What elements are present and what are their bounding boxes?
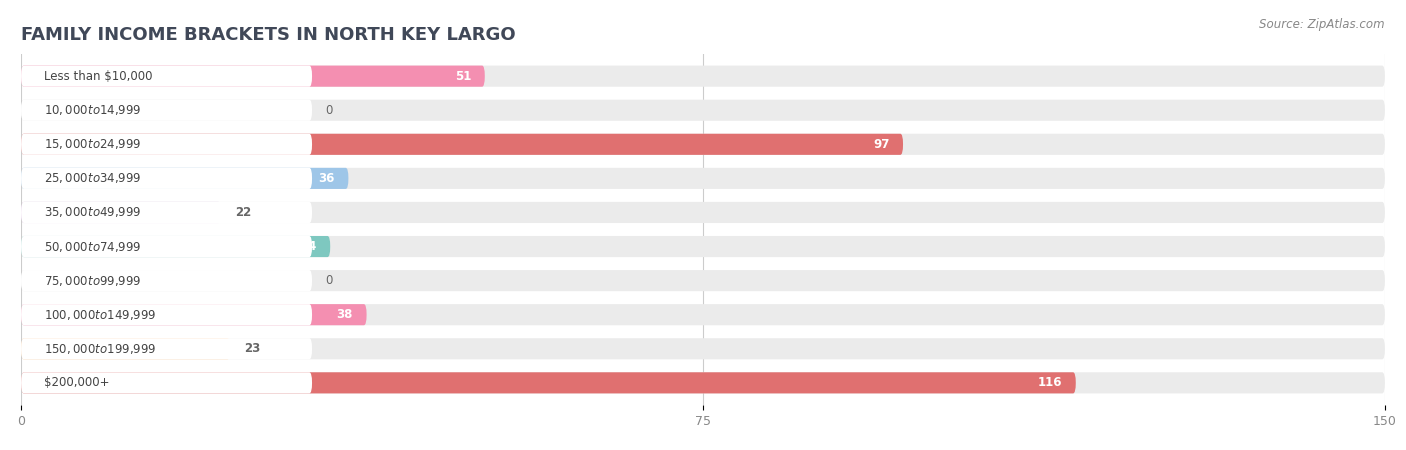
FancyBboxPatch shape: [21, 338, 231, 360]
FancyBboxPatch shape: [21, 270, 312, 291]
FancyBboxPatch shape: [21, 338, 312, 360]
FancyBboxPatch shape: [21, 338, 1385, 360]
Text: $100,000 to $149,999: $100,000 to $149,999: [44, 308, 156, 322]
Text: $15,000 to $24,999: $15,000 to $24,999: [44, 137, 141, 151]
FancyBboxPatch shape: [21, 372, 312, 393]
FancyBboxPatch shape: [21, 304, 312, 325]
Text: 97: 97: [873, 138, 890, 151]
FancyBboxPatch shape: [21, 99, 1385, 121]
Text: 23: 23: [243, 342, 260, 355]
Text: FAMILY INCOME BRACKETS IN NORTH KEY LARGO: FAMILY INCOME BRACKETS IN NORTH KEY LARG…: [21, 26, 516, 44]
Text: Less than $10,000: Less than $10,000: [44, 70, 152, 83]
FancyBboxPatch shape: [21, 270, 1385, 291]
Text: 36: 36: [318, 172, 335, 185]
Text: 0: 0: [326, 104, 333, 117]
FancyBboxPatch shape: [21, 236, 1385, 257]
Text: Source: ZipAtlas.com: Source: ZipAtlas.com: [1260, 18, 1385, 31]
FancyBboxPatch shape: [21, 168, 1385, 189]
FancyBboxPatch shape: [21, 236, 330, 257]
FancyBboxPatch shape: [21, 372, 1385, 393]
FancyBboxPatch shape: [21, 304, 1385, 325]
FancyBboxPatch shape: [21, 236, 312, 257]
FancyBboxPatch shape: [21, 134, 312, 155]
Text: $10,000 to $14,999: $10,000 to $14,999: [44, 103, 141, 117]
Text: $25,000 to $34,999: $25,000 to $34,999: [44, 171, 141, 185]
FancyBboxPatch shape: [21, 66, 312, 87]
Text: 116: 116: [1038, 376, 1062, 389]
Text: $150,000 to $199,999: $150,000 to $199,999: [44, 342, 156, 356]
FancyBboxPatch shape: [21, 66, 485, 87]
FancyBboxPatch shape: [21, 168, 349, 189]
FancyBboxPatch shape: [21, 202, 221, 223]
FancyBboxPatch shape: [21, 66, 1385, 87]
Text: 38: 38: [336, 308, 353, 321]
FancyBboxPatch shape: [21, 304, 367, 325]
Text: $35,000 to $49,999: $35,000 to $49,999: [44, 206, 141, 220]
Text: 0: 0: [326, 274, 333, 287]
FancyBboxPatch shape: [21, 168, 312, 189]
FancyBboxPatch shape: [21, 372, 1076, 393]
Text: $50,000 to $74,999: $50,000 to $74,999: [44, 239, 141, 253]
FancyBboxPatch shape: [21, 202, 1385, 223]
Text: 34: 34: [301, 240, 316, 253]
Text: $200,000+: $200,000+: [44, 376, 110, 389]
Text: 22: 22: [235, 206, 252, 219]
FancyBboxPatch shape: [21, 134, 1385, 155]
FancyBboxPatch shape: [21, 134, 903, 155]
Text: 51: 51: [454, 70, 471, 83]
FancyBboxPatch shape: [21, 202, 312, 223]
Text: $75,000 to $99,999: $75,000 to $99,999: [44, 274, 141, 288]
FancyBboxPatch shape: [21, 99, 312, 121]
